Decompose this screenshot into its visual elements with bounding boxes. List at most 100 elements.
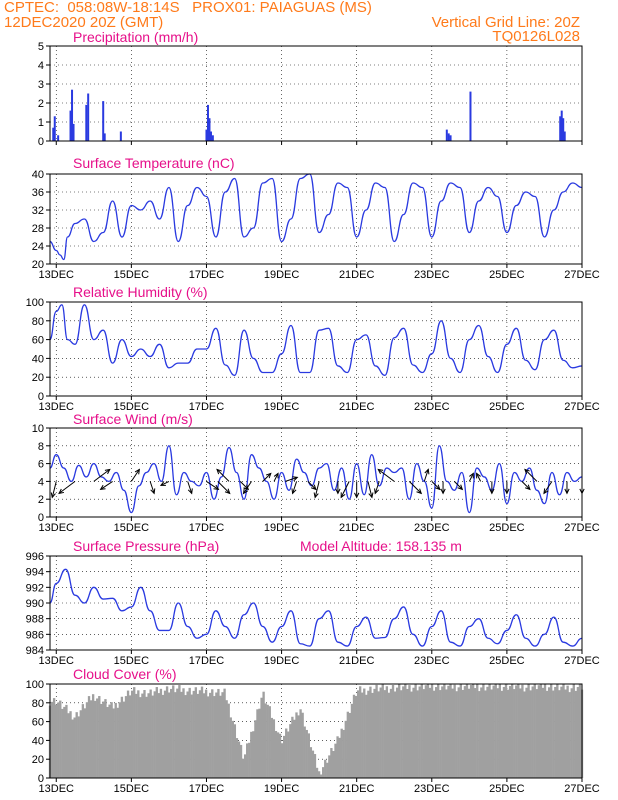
cloud-bar <box>556 684 559 778</box>
cloud-bar <box>465 684 469 778</box>
x-tick-label: 15DEC <box>114 401 150 413</box>
cloud-bar <box>112 708 115 778</box>
y-tick-label: 4 <box>38 476 44 488</box>
cloud-bar <box>104 699 107 778</box>
panel-frame <box>49 173 583 265</box>
cloud-bar <box>133 687 136 778</box>
cloud-bar <box>570 688 573 778</box>
cloud-bar <box>235 738 239 778</box>
cloud-bar <box>416 690 419 778</box>
cloud-bar <box>391 685 395 778</box>
cloud-bar <box>420 684 423 778</box>
cloud-bar <box>398 684 401 778</box>
cloud-bar <box>340 728 343 778</box>
x-tick-label: 25DEC <box>489 401 525 413</box>
x-tick-label: 17DEC <box>189 783 225 795</box>
cloud-bar <box>498 684 502 778</box>
y-tick-label: 988 <box>26 614 44 626</box>
cloud-bar <box>354 695 358 778</box>
header-grid-note: Vertical Grid Line: 20Z <box>431 14 580 31</box>
cloud-bar <box>346 711 350 778</box>
wind-arrow-head <box>377 468 384 475</box>
cloud-panel: 0 20 40 60 80 100 13DEC 15DEC 17DEC 19DEC 21DEC 23D… <box>26 666 600 795</box>
y-tick-label: 5 <box>38 41 44 53</box>
cloud-bar <box>455 691 458 778</box>
cloud-bar <box>480 687 483 778</box>
wind-title: Surface Wind (m/s) <box>73 411 193 427</box>
x-tick-label: 27DEC <box>564 783 600 795</box>
x-tick-label: 27DEC <box>564 269 600 281</box>
cloud-bar <box>418 686 421 778</box>
cloud-bar <box>155 687 158 778</box>
cloud-bar <box>324 759 327 778</box>
wind-arrow <box>431 481 441 490</box>
x-tick-label: 13DEC <box>39 522 75 534</box>
wind-arrow-head <box>543 488 549 495</box>
cloud-bar <box>54 704 58 778</box>
cloud-title: Cloud Cover (%) <box>73 666 176 682</box>
cloud-bar <box>172 685 175 778</box>
y-tick-label: 100 <box>26 679 44 691</box>
cloud-bar <box>274 731 278 778</box>
cloud-bar <box>379 687 382 778</box>
cloud-bar <box>192 690 195 778</box>
y-tick-label: 8 <box>38 441 44 453</box>
cloud-bar <box>248 742 251 778</box>
cloud-bar <box>529 690 532 778</box>
cloud-bar <box>533 684 536 778</box>
wind-panel: 0 2 4 6 8 10 13DEC 15DEC 17DEC 19DEC 21DEC 23DEC 25D… <box>32 411 600 534</box>
cloud-bar <box>293 719 296 778</box>
header-datetime: 12DEC2020 20Z (GMT) <box>4 14 164 31</box>
y-tick-label: 984 <box>26 645 44 657</box>
cloud-bar <box>163 690 167 778</box>
precip-bar <box>560 110 563 141</box>
cloud-bar <box>494 684 497 778</box>
cloud-bar <box>303 726 306 778</box>
cloud-bar <box>159 688 163 778</box>
precip-bar <box>71 89 74 141</box>
cloud-bar <box>408 685 411 778</box>
cloud-bar <box>358 686 362 778</box>
cloud-bar <box>250 731 253 778</box>
cloud-bar <box>338 737 341 778</box>
cloud-bar <box>63 706 66 778</box>
wind-arrow <box>453 481 463 490</box>
cloud-bar <box>124 696 128 778</box>
cloud-bar <box>500 690 504 778</box>
x-tick-label: 25DEC <box>489 655 525 667</box>
wind-arrow <box>340 481 350 498</box>
cloud-bar <box>100 703 103 778</box>
cloud-bar <box>385 686 389 778</box>
cloud-bar <box>278 733 282 778</box>
precip-bar <box>447 133 450 141</box>
cloud-bar <box>350 703 354 778</box>
cloud-bar <box>525 687 528 778</box>
y-tick-label: 20 <box>32 754 44 766</box>
y-tick-label: 0 <box>38 136 44 148</box>
cloud-bar <box>170 688 173 778</box>
header-model: TQ0126L028 <box>492 28 580 45</box>
cloud-bar <box>225 700 228 778</box>
cloud-bar <box>393 691 397 778</box>
cloud-bar <box>471 684 475 778</box>
wind-arrow <box>292 481 298 494</box>
cloud-bar <box>336 736 339 778</box>
precip-bar <box>449 135 452 141</box>
cloud-bar <box>506 689 510 778</box>
cloud-bar <box>151 695 154 778</box>
cloud-bar <box>437 684 440 778</box>
pressure-line <box>49 568 583 647</box>
wind-arrow-head <box>354 492 360 499</box>
cloud-bar <box>307 733 310 778</box>
y-tick-label: 100 <box>26 297 44 309</box>
wind-arrow-head <box>104 468 111 475</box>
x-tick-label: 25DEC <box>489 783 525 795</box>
wind-arrow-head <box>291 488 297 495</box>
precip-bar <box>52 127 55 141</box>
cloud-bar <box>196 693 200 778</box>
wind-arrow <box>468 473 474 482</box>
cloud-bar <box>348 712 352 778</box>
wind-arrow-head <box>134 468 141 475</box>
cloud-bar <box>550 684 553 778</box>
wind-arrow <box>273 473 279 482</box>
